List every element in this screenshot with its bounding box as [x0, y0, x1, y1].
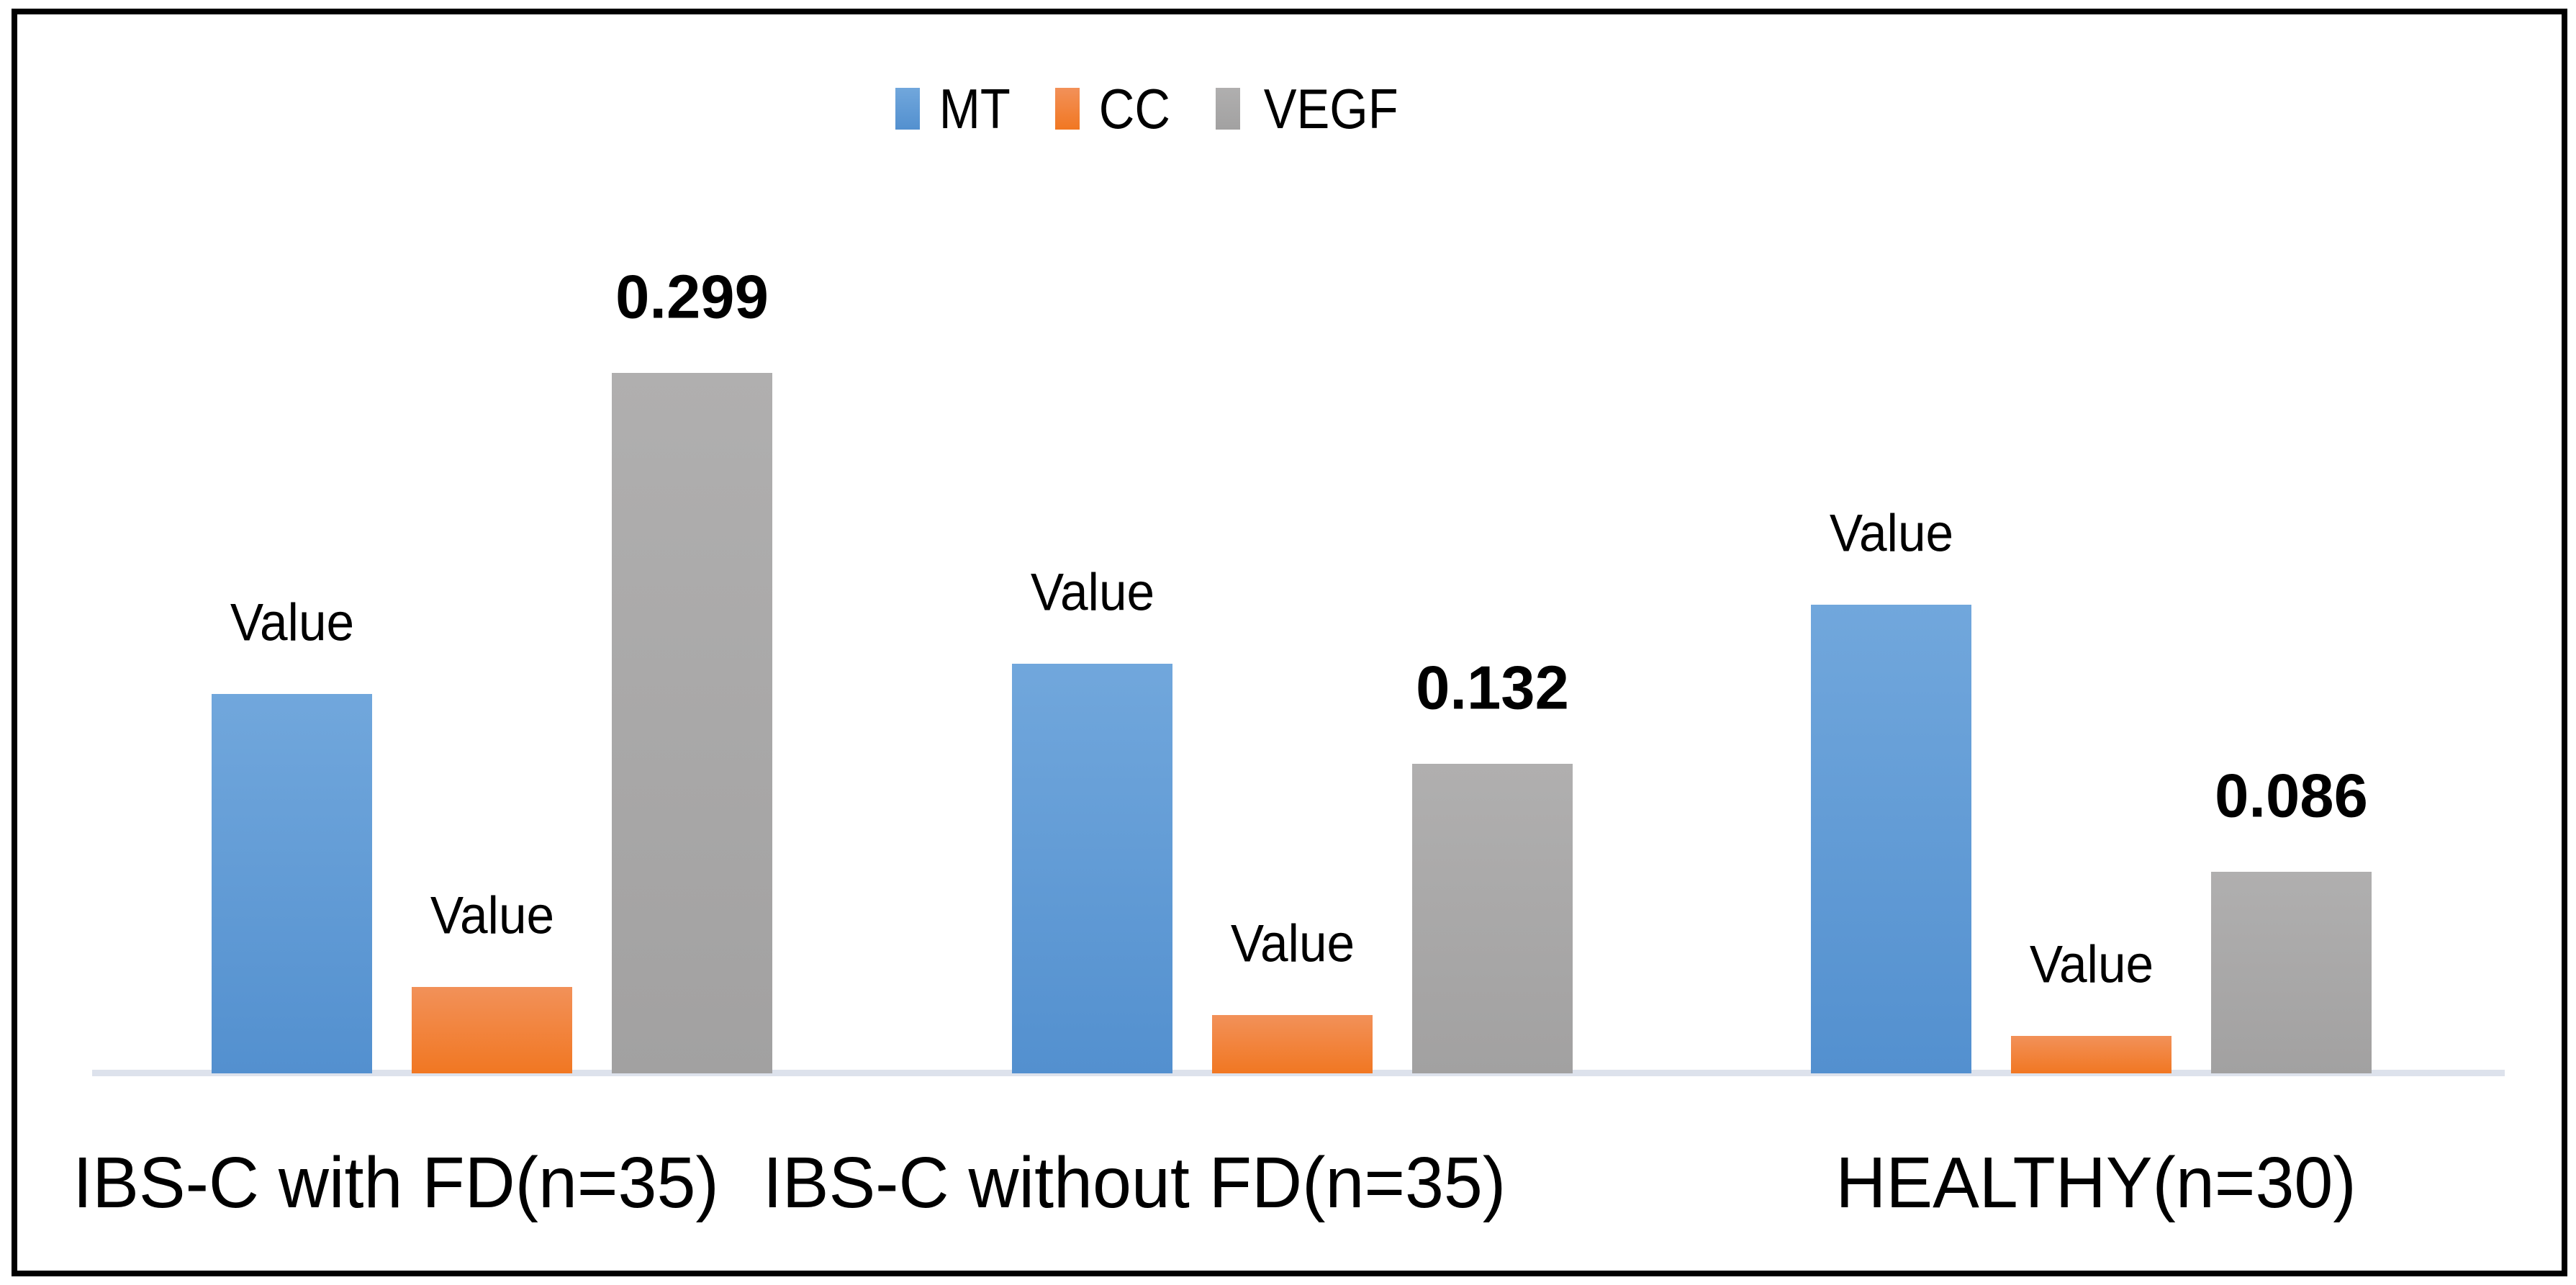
x-axis-label-group3: HEALTHY(n=30) [1835, 1142, 2356, 1223]
legend-item-vegf: VEGF [1215, 77, 1407, 140]
bar-mt-group1 [212, 694, 372, 1073]
bar-vegf-group3 [2211, 872, 2372, 1073]
bar-cc-group3 [2011, 1036, 2171, 1073]
bar-vegf-group2 [1412, 764, 1573, 1073]
bar-cc-group1 [412, 987, 572, 1073]
data-label-cc-group1: Value [430, 886, 554, 945]
bar-vegf-group1 [612, 373, 772, 1073]
data-label-mt-group2: Value [1030, 563, 1154, 622]
data-label-vegf-group2: 0.132 [1416, 654, 1569, 723]
legend-label-cc: CC [1099, 77, 1171, 140]
data-label-vegf-group1: 0.299 [615, 263, 769, 332]
legend-swatch-cc-icon [1055, 88, 1080, 130]
x-axis-label-group1: IBS-C with FD(n=35) [73, 1142, 719, 1223]
data-label-mt-group3: Value [1829, 504, 1953, 563]
legend-label-mt: MT [939, 77, 1011, 140]
legend-swatch-mt-icon [895, 88, 920, 130]
legend-swatch-vegf-icon [1215, 88, 1240, 130]
legend-item-cc: CC [1055, 81, 1175, 137]
x-axis-label-group2: IBS-C without FD(n=35) [762, 1142, 1506, 1223]
legend-label-vegf: VEGF [1263, 77, 1398, 140]
bar-cc-group2 [1212, 1015, 1373, 1073]
bar-mt-group3 [1811, 605, 1971, 1073]
data-label-mt-group1: Value [230, 593, 354, 652]
bar-mt-group2 [1012, 664, 1172, 1073]
data-label-vegf-group3: 0.086 [2215, 762, 2368, 831]
data-label-cc-group3: Value [2029, 935, 2154, 994]
chart-legend: MT CC VEGF [0, 81, 2439, 137]
legend-item-mt: MT [895, 81, 1016, 137]
data-label-cc-group2: Value [1230, 914, 1355, 973]
